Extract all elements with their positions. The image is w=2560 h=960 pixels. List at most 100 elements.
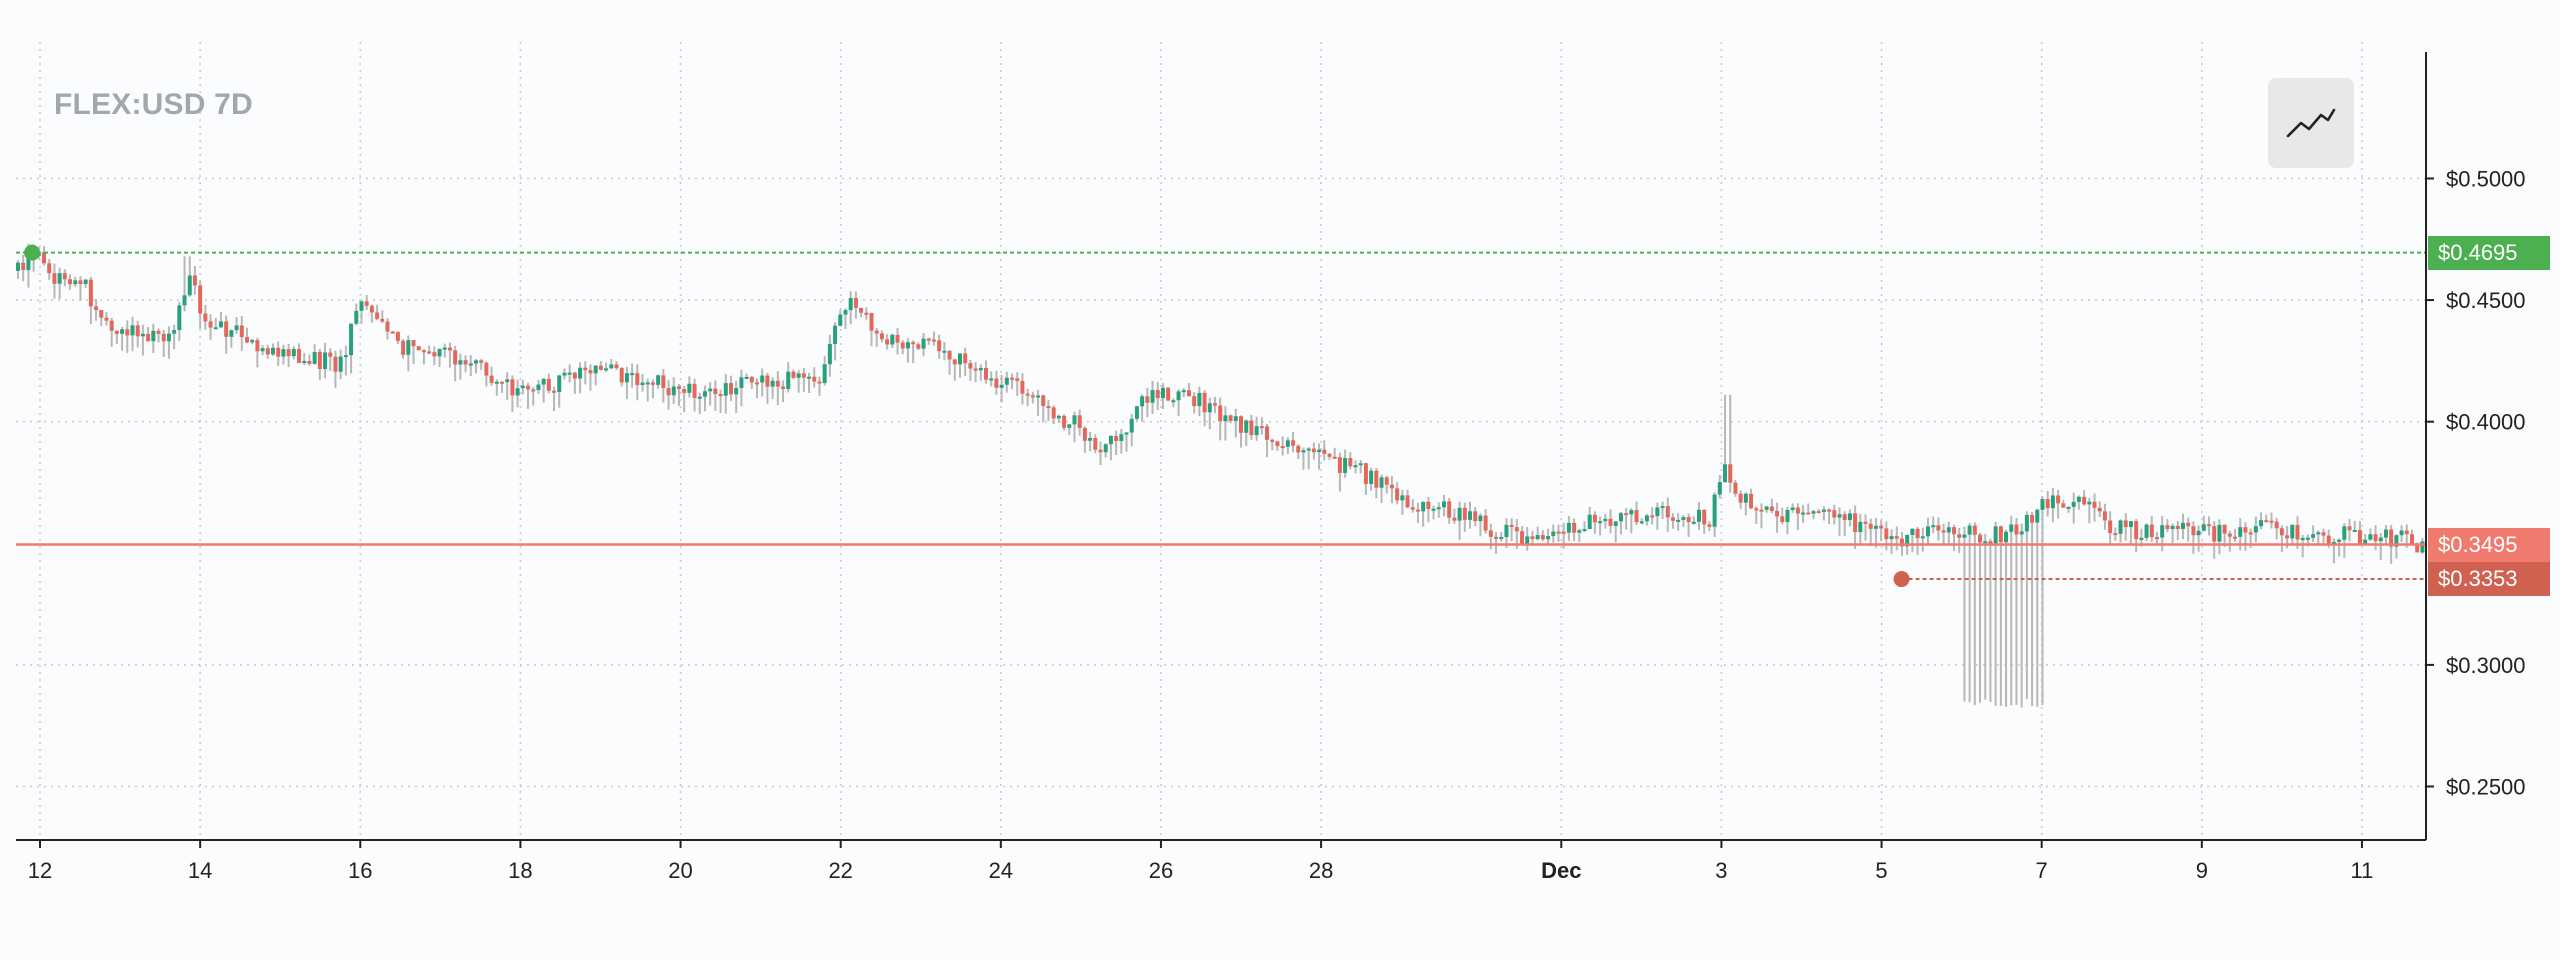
candle-body — [2207, 524, 2212, 527]
candle-body — [1322, 449, 1327, 454]
candle-body — [1384, 477, 1389, 485]
candle-body — [1082, 427, 1087, 441]
candle-body — [520, 385, 525, 389]
candle-body — [208, 321, 213, 328]
candle-body — [1098, 449, 1103, 453]
candle-body — [2097, 507, 2102, 512]
candle-body — [218, 321, 223, 328]
candle-body — [2368, 534, 2373, 540]
chart-type-button[interactable] — [2268, 78, 2354, 168]
candle-body — [1093, 438, 1098, 450]
candle-body — [1041, 395, 1046, 407]
candle-body — [739, 377, 744, 388]
candle-body — [1483, 515, 1488, 531]
x-tick-label: 18 — [508, 858, 532, 883]
candle-body — [1088, 438, 1093, 441]
candle-body — [2285, 535, 2290, 539]
candle-body — [114, 330, 119, 334]
candle-body — [744, 376, 749, 379]
candle-body — [2056, 495, 2061, 504]
candle-body — [1696, 509, 1701, 522]
candle-body — [1124, 432, 1129, 435]
candle-body — [1572, 522, 1577, 533]
candle-body — [1077, 415, 1082, 428]
candle-body — [172, 330, 177, 334]
candle-body — [859, 307, 864, 313]
candle-body — [890, 334, 895, 345]
candle-body — [1847, 513, 1852, 521]
candle-body — [1681, 517, 1686, 520]
candle-body — [333, 356, 338, 372]
candle-body — [1592, 514, 1597, 523]
candle-body — [1566, 522, 1571, 533]
candle-body — [1379, 477, 1384, 488]
candle-body — [2092, 501, 2097, 508]
x-tick-label: 22 — [828, 858, 852, 883]
candle-body — [1223, 415, 1228, 422]
candle-body — [1738, 493, 1743, 503]
candle-body — [1140, 396, 1145, 407]
candle-body — [1577, 530, 1582, 533]
candle-body — [2030, 515, 2035, 523]
candle-body — [619, 368, 624, 383]
candle-body — [968, 363, 973, 369]
candle-body — [749, 376, 754, 383]
candle-body — [1218, 405, 1223, 422]
candle-body — [1301, 450, 1306, 453]
candle-body — [2300, 537, 2305, 540]
candle-body — [1015, 378, 1020, 381]
candle-body — [328, 352, 333, 357]
candle-body — [1395, 488, 1400, 501]
candle-body — [1046, 406, 1051, 409]
x-tick-label: 11 — [2351, 858, 2374, 883]
candle-body — [312, 352, 317, 364]
candle-body — [2279, 528, 2284, 536]
x-tick-label: Dec — [1541, 858, 1581, 883]
candle-body — [473, 360, 478, 364]
candle-body — [2076, 496, 2081, 502]
candle-body — [1530, 536, 1535, 540]
candle-body — [728, 383, 733, 395]
candle-body — [650, 382, 655, 385]
candle-body — [2383, 529, 2388, 538]
candle-body — [1119, 434, 1124, 441]
candle-body — [1988, 541, 1993, 545]
candle-body — [853, 298, 858, 308]
candle-body — [2352, 529, 2357, 532]
candle-body — [1941, 530, 1946, 533]
candle-body — [801, 373, 806, 378]
candle-body — [135, 325, 140, 337]
candle-body — [1837, 514, 1842, 518]
candle-body — [994, 378, 999, 388]
candle-body — [911, 342, 916, 345]
candle-body — [375, 312, 380, 319]
candle-body — [2165, 525, 2170, 529]
candle-body — [2321, 532, 2326, 536]
x-tick-label: 9 — [2196, 858, 2208, 883]
candle-body — [562, 372, 567, 376]
candle-body — [1051, 407, 1056, 419]
candle-body — [1821, 509, 1826, 512]
candle-body — [552, 390, 557, 393]
candle-body — [630, 373, 635, 376]
candle-body — [307, 360, 312, 364]
candle-body — [213, 327, 218, 330]
candle-body — [78, 280, 83, 285]
candle-body — [1910, 528, 1915, 535]
candle-body — [807, 376, 812, 379]
candle-body — [1723, 464, 1728, 483]
candle-body — [1228, 415, 1233, 421]
candle-body — [151, 330, 156, 342]
candle-body — [182, 295, 187, 306]
candle-body — [702, 391, 707, 397]
candle-body — [2212, 526, 2217, 542]
candle-body — [1010, 377, 1015, 380]
candle-body — [2139, 537, 2144, 540]
candle-body — [2066, 506, 2071, 509]
grid — [16, 42, 2426, 840]
candle-body — [2363, 539, 2368, 544]
candle-body — [1473, 511, 1478, 522]
candle-body — [1556, 531, 1561, 534]
candle-body — [2004, 531, 2009, 543]
candle-body — [2331, 541, 2336, 544]
